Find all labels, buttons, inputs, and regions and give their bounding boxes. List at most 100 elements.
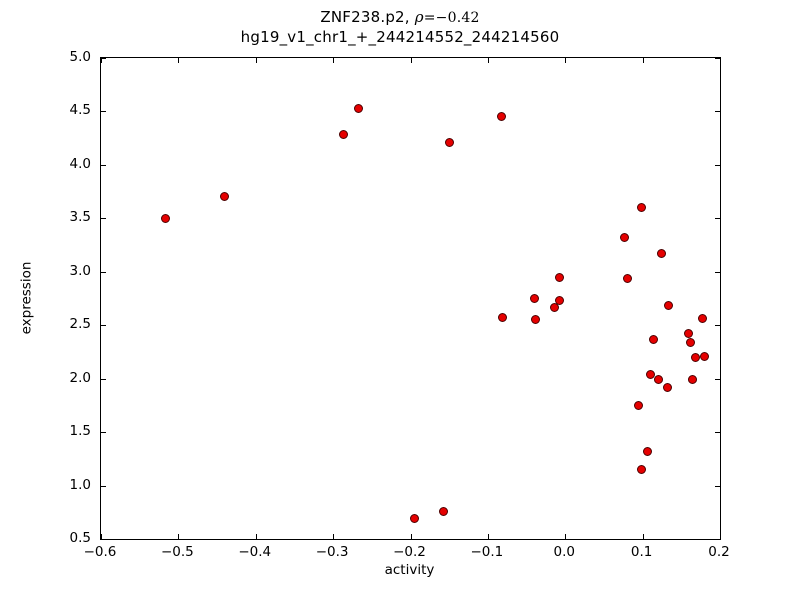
y-tick-label: 2.5	[69, 316, 91, 333]
y-tick-mark	[101, 271, 106, 273]
x-tick-mark-top	[410, 58, 412, 63]
scatter-point	[690, 352, 700, 362]
x-tick-mark	[565, 534, 567, 539]
y-tick-label: 3.5	[69, 209, 91, 226]
scatter-plot-area	[101, 58, 720, 539]
y-tick-mark	[101, 58, 106, 59]
scatter-point	[219, 192, 229, 202]
x-tick-mark-top	[642, 58, 644, 63]
scatter-point	[530, 315, 540, 325]
y-tick-label: 2.0	[69, 369, 91, 386]
scatter-point	[663, 301, 673, 311]
scatter-point	[439, 506, 449, 516]
x-tick-label: 0.0	[553, 544, 575, 560]
scatter-point	[634, 400, 644, 410]
x-tick-label: 0.2	[708, 544, 730, 560]
scatter-point	[645, 369, 655, 379]
x-tick-mark	[642, 534, 644, 539]
y-tick-label: 0.5	[69, 530, 91, 546]
x-axis-label: activity	[384, 562, 435, 578]
x-tick-label: −0.2	[393, 544, 426, 560]
x-tick-mark	[487, 534, 489, 539]
y-tick-label: 1.0	[69, 476, 91, 493]
y-tick-mark-right	[715, 485, 720, 487]
scatter-point	[496, 112, 506, 122]
chart-title: ZNF238.p2, ρ=−0.42	[0, 8, 800, 28]
y-tick-mark-right	[715, 539, 720, 540]
scatter-point	[619, 233, 629, 243]
scatter-point	[555, 272, 565, 282]
y-tick-mark-right	[715, 325, 720, 327]
x-tick-mark	[720, 534, 721, 539]
scatter-point	[637, 465, 647, 475]
y-tick-mark-right	[715, 271, 720, 273]
x-tick-label: −0.5	[160, 544, 194, 560]
scatter-point	[698, 314, 708, 324]
x-tick-mark	[333, 534, 335, 539]
scatter-point	[354, 103, 364, 113]
x-tick-mark-top	[565, 58, 567, 63]
x-tick-mark-top	[333, 58, 335, 63]
y-axis-label-text: expression	[18, 261, 35, 334]
chart-title-prefix: ZNF238.p2,	[320, 8, 415, 26]
y-tick-label: 5.0	[69, 49, 91, 65]
scatter-point	[161, 213, 171, 223]
x-tick-mark	[178, 534, 180, 539]
scatter-point	[549, 302, 559, 312]
y-tick-mark-right	[715, 432, 720, 434]
y-tick-mark	[101, 325, 106, 327]
y-tick-mark	[101, 378, 106, 380]
scatter-point	[686, 337, 696, 347]
scatter-point	[662, 382, 672, 392]
scatter-point	[642, 446, 652, 456]
chart-subtitle: hg19_v1_chr1_+_244214552_244214560	[240, 27, 560, 46]
x-tick-label: −0.4	[238, 544, 272, 560]
scatter-point	[683, 329, 693, 339]
x-tick-mark	[410, 534, 412, 539]
scatter-point	[445, 137, 455, 147]
scatter-point	[339, 130, 349, 140]
chart-title-block: ZNF238.p2, ρ=−0.42 hg19_v1_chr1_+_244214…	[0, 8, 800, 46]
y-axis-label: expression	[16, 57, 36, 538]
x-tick-mark-top	[178, 58, 180, 63]
y-tick-mark-right	[715, 58, 720, 59]
scatter-point	[700, 351, 710, 361]
y-tick-mark-right	[715, 111, 720, 113]
scatter-point	[554, 296, 564, 306]
y-tick-label: 3.0	[69, 262, 91, 279]
scatter-point	[409, 514, 419, 524]
y-tick-mark	[101, 432, 106, 434]
scatter-point	[498, 313, 508, 323]
scatter-point	[688, 375, 698, 385]
x-tick-mark	[255, 534, 257, 539]
y-tick-mark-right	[715, 164, 720, 166]
y-tick-mark	[101, 218, 106, 220]
y-tick-label: 4.5	[69, 102, 91, 119]
x-tick-mark-top	[255, 58, 257, 63]
scatter-point	[648, 334, 658, 344]
x-tick-mark-top	[101, 58, 102, 63]
y-tick-mark	[101, 539, 106, 540]
y-tick-mark	[101, 485, 106, 487]
scatter-point	[654, 375, 664, 385]
x-tick-label: −0.6	[83, 544, 117, 560]
scatter-point	[529, 294, 539, 303]
scatter-point	[656, 249, 666, 259]
x-tick-label: 0.1	[630, 544, 653, 560]
x-tick-mark	[101, 534, 102, 539]
y-tick-mark-right	[715, 378, 720, 380]
x-tick-label: −0.3	[315, 544, 349, 560]
x-tick-mark-top	[487, 58, 489, 63]
x-tick-mark-top	[720, 58, 721, 63]
y-tick-mark	[101, 111, 106, 113]
x-tick-label: −0.1	[470, 544, 504, 560]
scatter-point	[636, 203, 646, 213]
scatter-point	[622, 273, 632, 283]
y-tick-mark-right	[715, 218, 720, 220]
y-tick-mark	[101, 164, 106, 166]
rho-value: =−0.42	[423, 10, 480, 26]
rho-symbol: ρ	[414, 8, 424, 26]
y-tick-label: 1.5	[69, 423, 91, 440]
plot-frame	[100, 57, 721, 540]
